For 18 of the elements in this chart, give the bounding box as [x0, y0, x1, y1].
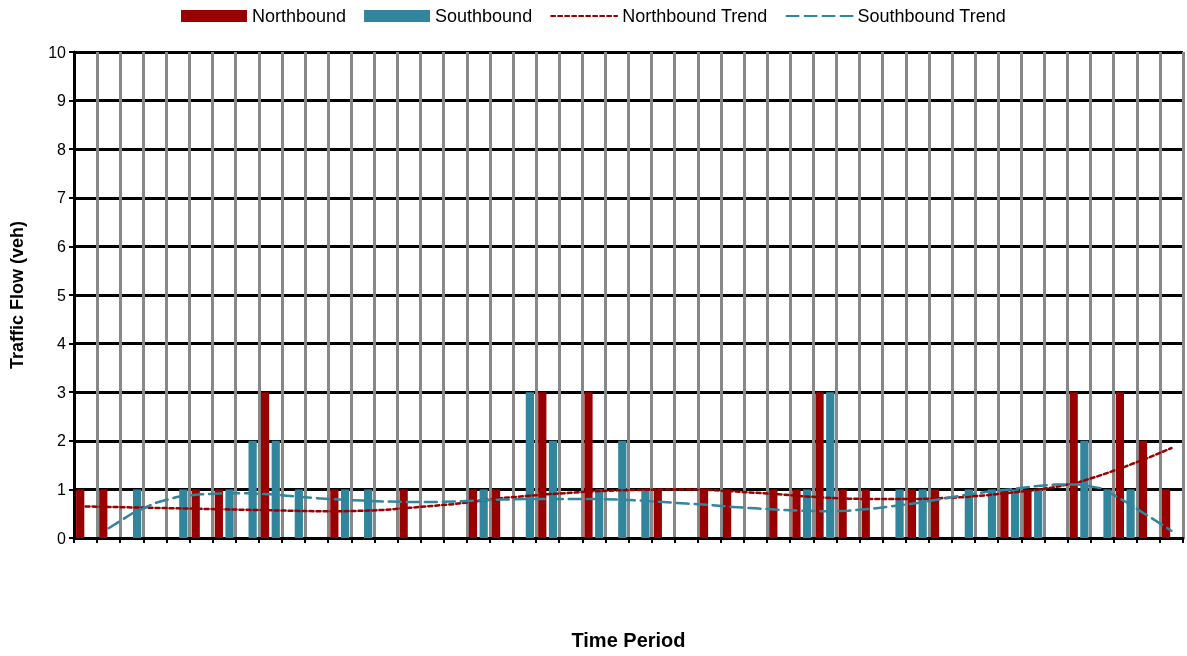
y-tick-label: 9	[57, 92, 67, 110]
bar	[1161, 489, 1171, 538]
legend-label: Southbound Trend	[857, 6, 1006, 26]
y-tick-label: 3	[57, 383, 67, 401]
y-axis-title: Traffic Flow (veh)	[7, 220, 27, 370]
y-tick-label: 8	[57, 140, 67, 158]
y-tick-label: 1	[57, 480, 67, 498]
y-tick-label: 6	[57, 237, 67, 255]
y-tick-label: 7	[57, 189, 67, 207]
y-tick-label: 0	[57, 529, 67, 547]
y-tick-label: 4	[57, 335, 67, 353]
legend-label: Northbound	[251, 6, 347, 26]
y-tick-label: 2	[57, 432, 67, 450]
x-axis-title: Time Period	[571, 629, 686, 651]
y-tick-label: 10	[48, 43, 67, 61]
legend-label: Northbound Trend	[622, 6, 768, 26]
legend-label: Southbound	[435, 6, 533, 26]
y-tick-label: 5	[57, 286, 67, 304]
